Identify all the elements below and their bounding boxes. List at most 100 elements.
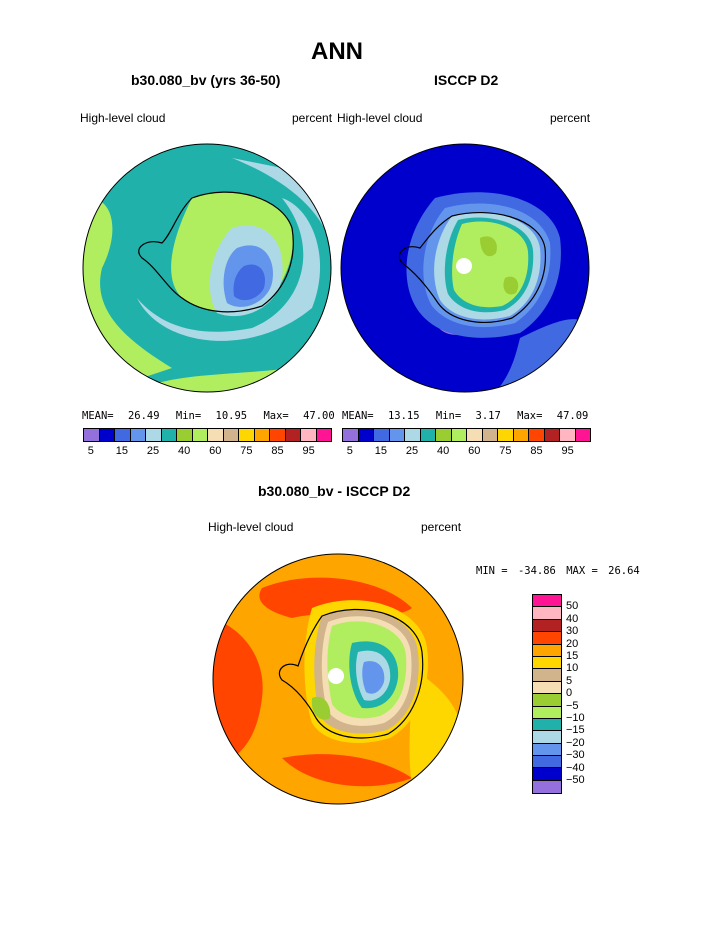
colorbar-tick-label: 20 bbox=[566, 637, 579, 650]
colorbar-box bbox=[146, 429, 162, 441]
map-difference bbox=[212, 553, 464, 805]
colorbar-box bbox=[533, 595, 561, 608]
diff-min-label: MIN = bbox=[476, 565, 508, 577]
colorbar-box bbox=[115, 429, 131, 441]
diff-max-value: 26.64 bbox=[608, 565, 640, 577]
colorbar-box bbox=[533, 780, 561, 794]
diff-variable-label: High-level cloud bbox=[208, 520, 294, 534]
max-value: 47.09 bbox=[556, 410, 589, 422]
colorbar-box bbox=[467, 429, 483, 441]
colorbar-tick-label: −5 bbox=[566, 699, 579, 712]
colorbar-box bbox=[161, 429, 177, 441]
colorbar-box bbox=[544, 429, 560, 441]
max-label: Max= bbox=[517, 410, 543, 422]
colorbar-tick-label: 85 bbox=[530, 445, 543, 457]
colorbar-box bbox=[254, 429, 270, 441]
colorbar-tick-label: 5 bbox=[346, 445, 353, 457]
colorbar-box bbox=[301, 429, 317, 441]
colorbar-box bbox=[343, 429, 359, 441]
colorbar-box bbox=[533, 768, 561, 781]
panel-1-variable-label: High-level cloud bbox=[80, 111, 166, 125]
min-value: 3.17 bbox=[475, 410, 501, 422]
mean-value: 13.15 bbox=[387, 410, 420, 422]
colorbar-box bbox=[533, 718, 561, 732]
colorbar-box bbox=[533, 731, 561, 744]
colorbar-box bbox=[498, 429, 514, 441]
colorbar-tick-label: 5 bbox=[87, 445, 94, 457]
colorbar-box bbox=[482, 429, 498, 441]
colorbar-tick-label: 15 bbox=[566, 650, 579, 662]
colorbar-box bbox=[374, 429, 390, 441]
colorbar-tick-label: 40 bbox=[566, 612, 579, 625]
panel-2-stats: MEAN= 13.15 Min= 3.17 Max= 47.09 bbox=[342, 410, 588, 422]
panel-1-units-label: percent bbox=[292, 111, 333, 125]
colorbar-observations bbox=[342, 428, 591, 442]
colorbar-tick-label: 15 bbox=[115, 445, 129, 457]
colorbar-box bbox=[389, 429, 405, 441]
colorbar-box bbox=[533, 694, 561, 707]
colorbar-box bbox=[358, 429, 374, 441]
panel-2-header: ISCCP D2 bbox=[434, 72, 499, 88]
colorbar-box bbox=[84, 429, 100, 441]
colorbar-tick-label: 75 bbox=[499, 445, 512, 457]
colorbar-tick-label: −30 bbox=[566, 749, 585, 762]
max-label: Max= bbox=[263, 410, 289, 422]
colorbar-box bbox=[533, 656, 561, 670]
colorbar-tick-label: −10 bbox=[566, 712, 585, 724]
colorbar-box bbox=[533, 743, 561, 757]
colorbar-box bbox=[420, 429, 436, 441]
colorbar-tick-label: 95 bbox=[561, 445, 574, 457]
min-value: 10.95 bbox=[215, 410, 248, 422]
colorbar-box bbox=[192, 429, 208, 441]
colorbar-box bbox=[285, 429, 301, 441]
diff-min-value: -34.86 bbox=[517, 565, 556, 577]
colorbar-tick-label: 5 bbox=[566, 674, 573, 687]
colorbar-tick-label: 30 bbox=[566, 625, 579, 638]
colorbar-box bbox=[529, 429, 545, 441]
colorbar-tick-label: 0 bbox=[566, 687, 573, 700]
colorbar-tick-label: 60 bbox=[209, 445, 222, 457]
min-label: Min= bbox=[175, 410, 202, 422]
colorbar-tick-label: 10 bbox=[566, 662, 579, 675]
colorbar-tick-label: 60 bbox=[468, 445, 481, 457]
colorbar-box bbox=[533, 607, 561, 620]
colorbar-box bbox=[99, 429, 115, 441]
colorbar-tick-label: 40 bbox=[437, 445, 450, 457]
colorbar-box bbox=[130, 429, 146, 441]
mean-label: MEAN= bbox=[82, 410, 114, 422]
colorbar-tick-label: −20 bbox=[566, 736, 585, 749]
colorbar-model bbox=[83, 428, 332, 442]
colorbar-box bbox=[533, 644, 561, 657]
panel-2-variable-label: High-level cloud bbox=[337, 111, 423, 125]
colorbar-tick-label: −40 bbox=[566, 761, 585, 774]
colorbar-box bbox=[533, 669, 561, 682]
colorbar-tick-label: 40 bbox=[178, 445, 191, 457]
colorbar-tick-label: 50 bbox=[566, 600, 579, 613]
colorbar-box bbox=[208, 429, 224, 441]
colorbar-tick-label: 25 bbox=[405, 445, 419, 457]
colorbar-tick-label: 95 bbox=[302, 445, 315, 457]
mean-label: MEAN= bbox=[342, 410, 374, 422]
colorbar-tick-label: −50 bbox=[566, 774, 585, 786]
map-observations bbox=[340, 143, 590, 393]
colorbar-tick-label: 75 bbox=[240, 445, 253, 457]
min-label: Min= bbox=[435, 410, 462, 422]
map-model bbox=[82, 143, 332, 393]
colorbar-tick-label: −15 bbox=[566, 724, 585, 737]
diff-max-label: MAX = bbox=[566, 565, 598, 577]
diff-header: b30.080_bv - ISCCP D2 bbox=[258, 483, 411, 499]
colorbar-box bbox=[405, 429, 421, 441]
colorbar-box bbox=[533, 681, 561, 695]
colorbar-box bbox=[177, 429, 193, 441]
colorbar-difference bbox=[532, 594, 562, 795]
colorbar-box bbox=[533, 632, 561, 645]
colorbar-box bbox=[560, 429, 576, 441]
diff-minmax: MIN = -34.86 MAX = 26.64 bbox=[476, 565, 640, 577]
colorbar-tick-label: 15 bbox=[374, 445, 388, 457]
colorbar-box bbox=[223, 429, 239, 441]
page-title: ANN bbox=[311, 38, 363, 65]
colorbar-box bbox=[533, 619, 561, 633]
colorbar-box bbox=[513, 429, 529, 441]
colorbar-box bbox=[316, 429, 331, 441]
colorbar-box bbox=[451, 429, 467, 441]
